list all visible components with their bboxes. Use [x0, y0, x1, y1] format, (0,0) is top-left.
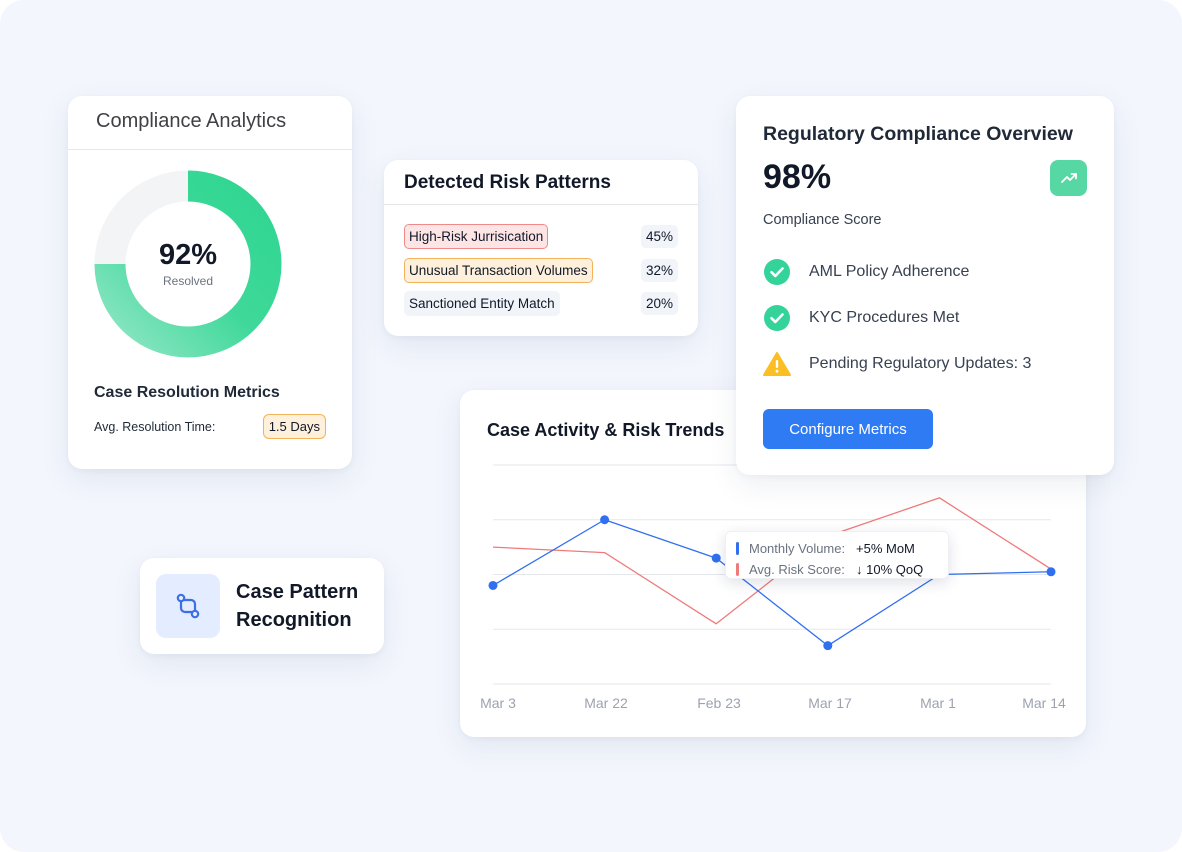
overview-item: Pending Regulatory Updates: 3: [763, 350, 1031, 378]
chart-tooltip: Monthly Volume: +5% MoM Avg. Risk Score:…: [725, 531, 949, 579]
overview-item-label: Pending Regulatory Updates: 3: [809, 355, 1032, 372]
avg-resolution-row: Avg. Resolution Time: 1.5 Days: [94, 414, 326, 439]
overview-item-label: KYC Procedures Met: [809, 309, 960, 326]
overview-item: KYC Procedures Met: [763, 304, 959, 332]
tooltip-volume-value: +5% MoM: [856, 540, 915, 556]
x-axis-label: Mar 14: [1022, 695, 1066, 711]
warning-icon: [763, 350, 795, 378]
check-circle-icon: [763, 304, 795, 332]
volume-legend-marker: [736, 541, 739, 555]
trends-title: Case Activity & Risk Trends: [487, 420, 725, 440]
tooltip-volume-label: Monthly Volume:: [749, 540, 846, 556]
tooltip-risk-value: ↓ 10% QoQ: [856, 561, 924, 577]
x-axis-label: Mar 1: [920, 695, 956, 711]
risk-legend-marker: [736, 562, 739, 576]
donut-center: 92% Resolved: [94, 170, 282, 358]
tooltip-risk-label: Avg. Risk Score:: [749, 561, 845, 577]
tooltip-volume-row: Monthly Volume: +5% MoM: [736, 539, 938, 557]
configure-metrics-button[interactable]: Configure Metrics: [763, 409, 933, 449]
trending-up-icon: [1050, 160, 1087, 196]
regulatory-overview-card: Regulatory Compliance Overview 98% Compl…: [736, 96, 1114, 475]
chart-data-point[interactable]: [823, 641, 833, 651]
trends-line-chart: [488, 464, 1056, 685]
case-resolution-metrics-title: Case Resolution Metrics: [94, 384, 280, 401]
x-axis-label: Mar 3: [480, 695, 516, 711]
resolved-donut-chart: [94, 170, 282, 358]
avg-resolution-badge: 1.5 Days: [262, 414, 326, 439]
x-axis-label: Feb 23: [697, 695, 741, 711]
risk-patterns-title: Detected Risk Patterns: [384, 160, 698, 205]
compliance-score-label: Compliance Score: [763, 212, 882, 228]
x-axis-label: Mar 22: [584, 695, 628, 711]
compliance-score-value: 98%: [763, 158, 832, 196]
chart-data-point[interactable]: [711, 553, 721, 563]
monthly-volume-line: [492, 519, 1052, 647]
git-compare-icon: [156, 574, 220, 638]
risk-pattern-pct: 20%: [640, 292, 678, 315]
risk-patterns-card: Detected Risk Patterns High-Risk Jurrisi…: [384, 160, 698, 336]
case-pattern-card[interactable]: Case Pattern Recognition: [140, 558, 384, 654]
case-pattern-title: Case Pattern Recognition: [236, 581, 359, 631]
overview-title: Regulatory Compliance Overview: [763, 123, 1073, 145]
donut-resolved-arc: [94, 170, 282, 358]
risk-pattern-pct: 45%: [640, 225, 678, 248]
chart-data-point[interactable]: [600, 515, 610, 525]
risk-pattern-tag: High-Risk Jurrisication: [404, 224, 549, 249]
avg-resolution-label: Avg. Resolution Time:: [94, 419, 216, 434]
chart-data-point[interactable]: [488, 580, 498, 590]
x-axis-label: Mar 17: [808, 695, 852, 711]
overview-item: AML Policy Adherence: [763, 258, 969, 286]
risk-pattern-tag: Sanctioned Entity Match: [404, 291, 560, 316]
risk-pattern-row[interactable]: Sanctioned Entity Match 20%: [404, 291, 678, 316]
check-circle-icon: [763, 258, 795, 286]
resolved-label: Resolved: [162, 273, 214, 288]
chart-data-point[interactable]: [1046, 567, 1056, 577]
overview-item-label: AML Policy Adherence: [809, 263, 970, 280]
risk-pattern-tag: Unusual Transaction Volumes: [404, 258, 593, 283]
risk-pattern-row[interactable]: High-Risk Jurrisication 45%: [404, 224, 678, 249]
compliance-analytics-card: Compliance Analytics 92% Resolved Case R…: [68, 96, 352, 469]
risk-pattern-row[interactable]: Unusual Transaction Volumes 32%: [404, 258, 678, 283]
avg-risk-score-line: [492, 497, 1052, 625]
risk-pattern-pct: 32%: [640, 259, 678, 282]
resolved-percentage: 92%: [158, 238, 218, 271]
tooltip-risk-row: Avg. Risk Score: ↓ 10% QoQ: [736, 560, 938, 578]
compliance-analytics-title: Compliance Analytics: [68, 96, 352, 150]
